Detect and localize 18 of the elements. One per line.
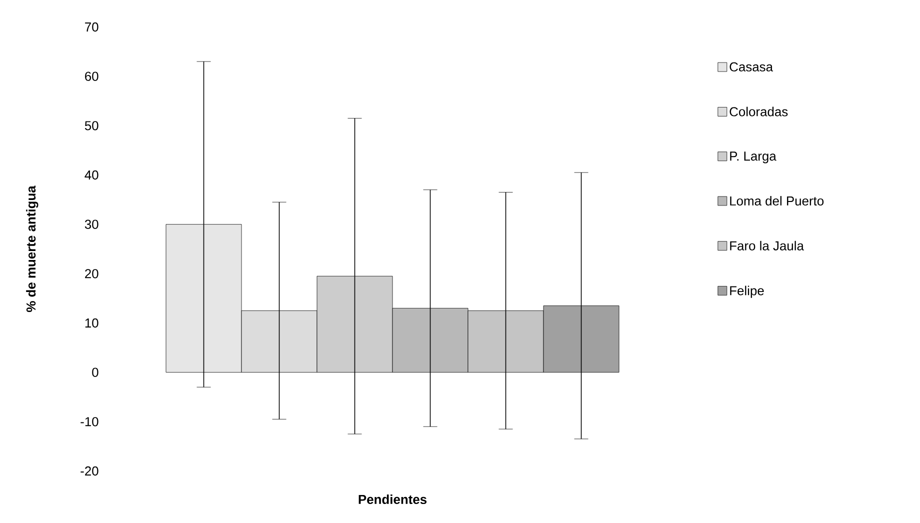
legend-label: P. Larga bbox=[730, 152, 776, 164]
y-tick-label: 40 bbox=[84, 170, 98, 180]
legend-label: Loma del Puerto bbox=[730, 196, 824, 206]
y-tick-label: 20 bbox=[85, 269, 98, 278]
legend-label: Coloradas bbox=[730, 106, 788, 116]
y-tick-label: 10 bbox=[85, 318, 98, 328]
y-axis-title: % de muerte antigua bbox=[26, 186, 38, 312]
legend-label: Felipe bbox=[730, 286, 764, 298]
legend-label: Casasa bbox=[730, 62, 773, 72]
y-tick-label: -10 bbox=[80, 417, 98, 426]
y-tick-label: 50 bbox=[84, 121, 98, 130]
legend-label: Faro la Jaula bbox=[730, 240, 804, 250]
y-tick-label: 60 bbox=[85, 72, 98, 81]
y-tick-label: 30 bbox=[84, 220, 98, 229]
y-tick-label: 0 bbox=[92, 368, 98, 377]
x-axis-title: Pendientes bbox=[358, 494, 427, 504]
y-tick-label: -20 bbox=[80, 466, 98, 476]
y-tick-label: 70 bbox=[85, 22, 98, 32]
